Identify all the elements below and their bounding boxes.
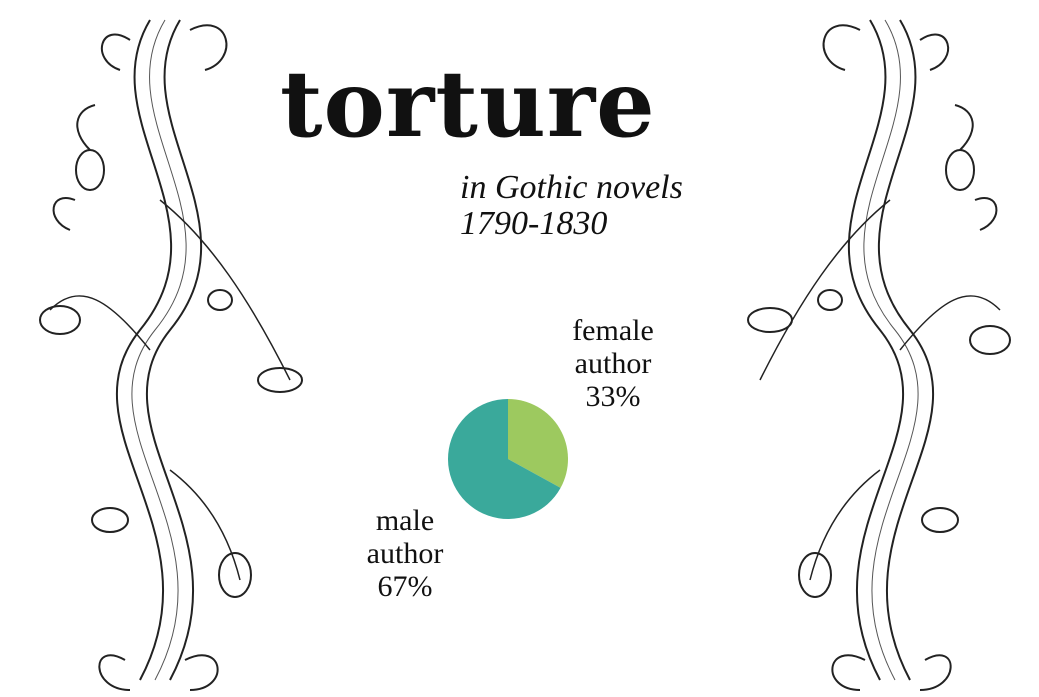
subtitle-line-1: in Gothic novels xyxy=(460,169,683,206)
pie-chart xyxy=(448,399,568,519)
subtitle: in Gothic novels 1790-1830 xyxy=(460,170,683,242)
left-floral-scroll-ornament xyxy=(39,19,303,691)
right-floral-scroll-ornament xyxy=(747,19,1011,691)
page-title: torture xyxy=(280,50,656,158)
pie-slice-male xyxy=(448,399,561,519)
subtitle-line-2: 1790-1830 xyxy=(460,205,608,242)
pie-label-male: male author 67% xyxy=(340,504,470,603)
pie-label-male-line-2: author xyxy=(366,537,444,570)
pie-label-female-percent: 33% xyxy=(585,380,641,413)
pie-slice-female xyxy=(508,399,568,488)
pie-label-female: female author 33% xyxy=(548,314,678,413)
pie-label-male-line-1: male xyxy=(375,504,435,537)
pie-label-female-line-1: female xyxy=(572,314,654,347)
pie-label-male-percent: 67% xyxy=(377,570,433,603)
pie-label-female-line-2: author xyxy=(574,347,652,380)
